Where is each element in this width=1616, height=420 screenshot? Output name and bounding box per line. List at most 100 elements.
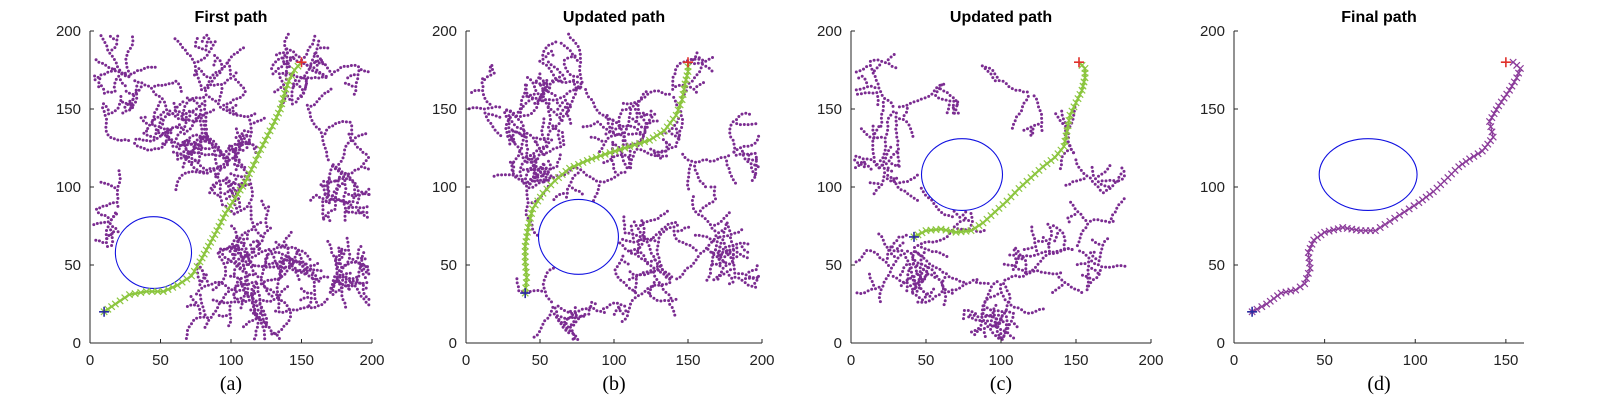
tree-node <box>253 313 257 317</box>
tree-node <box>744 111 748 115</box>
tree-node <box>714 234 718 238</box>
tree-node <box>548 313 552 317</box>
tree-node <box>645 113 649 116</box>
tree-node <box>858 69 862 73</box>
tree-node <box>856 161 860 165</box>
tree-node <box>160 97 164 101</box>
tree-node <box>740 278 744 282</box>
tree-node <box>1058 119 1062 122</box>
tree-node <box>333 70 336 74</box>
tree-node <box>250 114 253 117</box>
tree-node <box>204 147 207 151</box>
tree-node <box>622 215 626 219</box>
tree-node <box>643 289 647 293</box>
tree-node <box>952 209 956 213</box>
tree-node <box>626 310 630 314</box>
tree-node <box>113 69 117 73</box>
tree-node <box>541 125 545 129</box>
tree-node <box>994 321 998 325</box>
path-point <box>169 283 177 291</box>
tree-node <box>570 52 574 56</box>
tree-node <box>753 175 757 179</box>
tree-node <box>606 117 610 121</box>
tree-node <box>718 261 722 265</box>
tree-node <box>1000 314 1004 318</box>
tree-node <box>561 73 565 77</box>
tree-node <box>925 259 929 263</box>
tree-node <box>1097 259 1101 263</box>
tree-node <box>226 301 229 305</box>
tree-node <box>934 294 938 298</box>
tree-node <box>189 142 193 146</box>
tree-node <box>302 269 306 273</box>
tree-node <box>889 176 893 179</box>
tree-node <box>190 57 194 61</box>
tree-node <box>875 128 879 132</box>
tree-node <box>1090 238 1094 242</box>
tree-node <box>871 124 875 128</box>
tree-node <box>545 85 549 88</box>
rrt-tree <box>467 32 761 341</box>
tree-node <box>753 281 757 285</box>
tree-node <box>691 203 695 207</box>
tree-node <box>116 230 120 234</box>
tree-node <box>1018 275 1021 279</box>
tree-node <box>184 112 188 115</box>
tree-node <box>609 134 613 138</box>
tree-node <box>234 78 238 82</box>
tree-node <box>891 104 895 108</box>
tree-node <box>323 300 327 304</box>
tree-node <box>740 228 744 232</box>
tree-node <box>347 284 351 288</box>
tree-node <box>876 182 880 186</box>
tree-node <box>244 271 248 275</box>
tree-node <box>652 236 655 239</box>
tree-node <box>331 198 335 201</box>
tree-node <box>1097 174 1100 178</box>
tree-node <box>354 211 358 215</box>
tree-node <box>899 253 903 257</box>
tree-node <box>232 173 236 177</box>
tree-node <box>642 231 646 234</box>
tree-node <box>631 154 635 158</box>
tree-node <box>280 65 284 69</box>
tree-node <box>173 37 177 41</box>
tree-node <box>250 255 254 259</box>
tree-node <box>724 245 728 249</box>
tree-node <box>526 197 529 201</box>
tree-node <box>190 124 194 128</box>
tree-node <box>197 289 201 293</box>
path-point <box>178 278 186 286</box>
tree-node <box>199 123 203 127</box>
tree-node <box>320 303 324 307</box>
tree-node <box>257 264 261 268</box>
tree-node <box>1101 191 1105 195</box>
tree-node <box>211 152 214 156</box>
tree-node <box>909 194 913 198</box>
tree-node <box>658 260 662 264</box>
tree-node <box>515 130 519 134</box>
tree-node <box>211 288 215 292</box>
tree-node <box>574 334 578 338</box>
tree-node <box>347 206 351 210</box>
tree-node <box>245 283 249 287</box>
tree-node <box>207 153 211 157</box>
tree-node <box>696 176 700 179</box>
tree-node <box>182 132 186 136</box>
tree-node <box>548 129 552 133</box>
tree-node <box>564 328 568 332</box>
tree-node <box>532 152 536 155</box>
path-point <box>1415 198 1423 207</box>
tree-node <box>634 281 638 285</box>
tree-node <box>744 273 748 277</box>
tree-node <box>1051 291 1055 294</box>
tree-node <box>519 107 523 111</box>
tree-node <box>249 209 253 213</box>
tree-node <box>937 96 941 100</box>
tree-node <box>305 71 309 75</box>
tree-node <box>1011 311 1015 315</box>
tree-node <box>534 165 538 168</box>
tree-node <box>515 277 519 281</box>
tree-node <box>746 144 750 148</box>
